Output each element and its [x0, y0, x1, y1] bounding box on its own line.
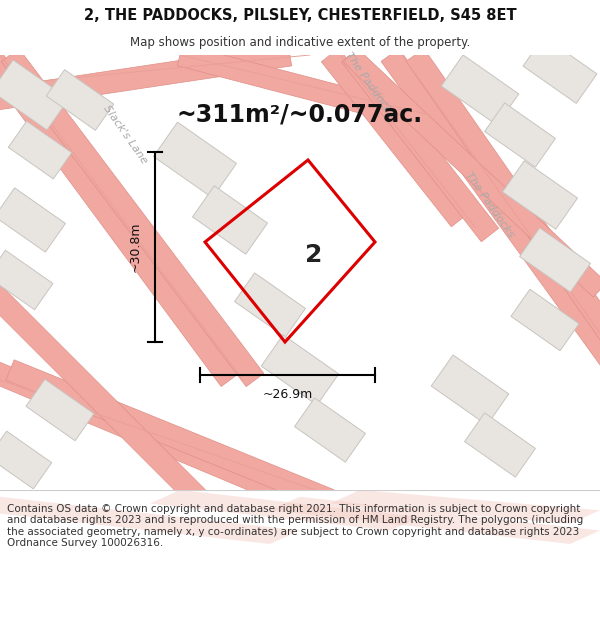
- Polygon shape: [485, 103, 556, 167]
- Polygon shape: [0, 188, 65, 252]
- Polygon shape: [261, 335, 339, 405]
- Polygon shape: [441, 55, 519, 125]
- Polygon shape: [0, 282, 208, 508]
- Polygon shape: [154, 122, 236, 198]
- Polygon shape: [177, 44, 433, 131]
- Text: Slack's Lane: Slack's Lane: [101, 104, 149, 166]
- Polygon shape: [150, 490, 420, 531]
- Text: The Paddocks: The Paddocks: [464, 171, 516, 239]
- Polygon shape: [26, 379, 94, 441]
- Polygon shape: [431, 355, 509, 425]
- Polygon shape: [0, 60, 69, 130]
- Polygon shape: [341, 48, 499, 242]
- Polygon shape: [0, 431, 52, 489]
- Polygon shape: [295, 398, 365, 462]
- Text: The Paddocks: The Paddocks: [344, 51, 396, 119]
- Polygon shape: [0, 49, 239, 386]
- Polygon shape: [502, 161, 578, 229]
- Polygon shape: [520, 228, 590, 292]
- Polygon shape: [0, 250, 53, 310]
- Polygon shape: [46, 69, 114, 131]
- Polygon shape: [0, 44, 292, 111]
- Text: Map shows position and indicative extent of the property.: Map shows position and indicative extent…: [130, 36, 470, 49]
- Polygon shape: [8, 121, 72, 179]
- Text: ~26.9m: ~26.9m: [262, 389, 313, 401]
- Text: Contains OS data © Crown copyright and database right 2021. This information is : Contains OS data © Crown copyright and d…: [7, 504, 583, 548]
- Polygon shape: [6, 360, 334, 510]
- Text: 2: 2: [305, 242, 322, 266]
- Text: 2, THE PADDOCKS, PILSLEY, CHESTERFIELD, S45 8ET: 2, THE PADDOCKS, PILSLEY, CHESTERFIELD, …: [83, 8, 517, 23]
- Polygon shape: [235, 273, 305, 337]
- Polygon shape: [193, 186, 268, 254]
- Polygon shape: [270, 497, 600, 544]
- Polygon shape: [330, 490, 600, 524]
- Polygon shape: [511, 289, 579, 351]
- Polygon shape: [1, 48, 264, 387]
- Polygon shape: [406, 49, 600, 341]
- Text: ~30.8m: ~30.8m: [128, 222, 142, 272]
- Polygon shape: [322, 48, 469, 227]
- Polygon shape: [381, 49, 600, 366]
- Polygon shape: [0, 497, 300, 544]
- Polygon shape: [523, 37, 597, 103]
- Polygon shape: [464, 413, 535, 477]
- Polygon shape: [343, 48, 600, 298]
- Text: ~311m²/~0.077ac.: ~311m²/~0.077ac.: [177, 103, 423, 127]
- Polygon shape: [0, 360, 304, 510]
